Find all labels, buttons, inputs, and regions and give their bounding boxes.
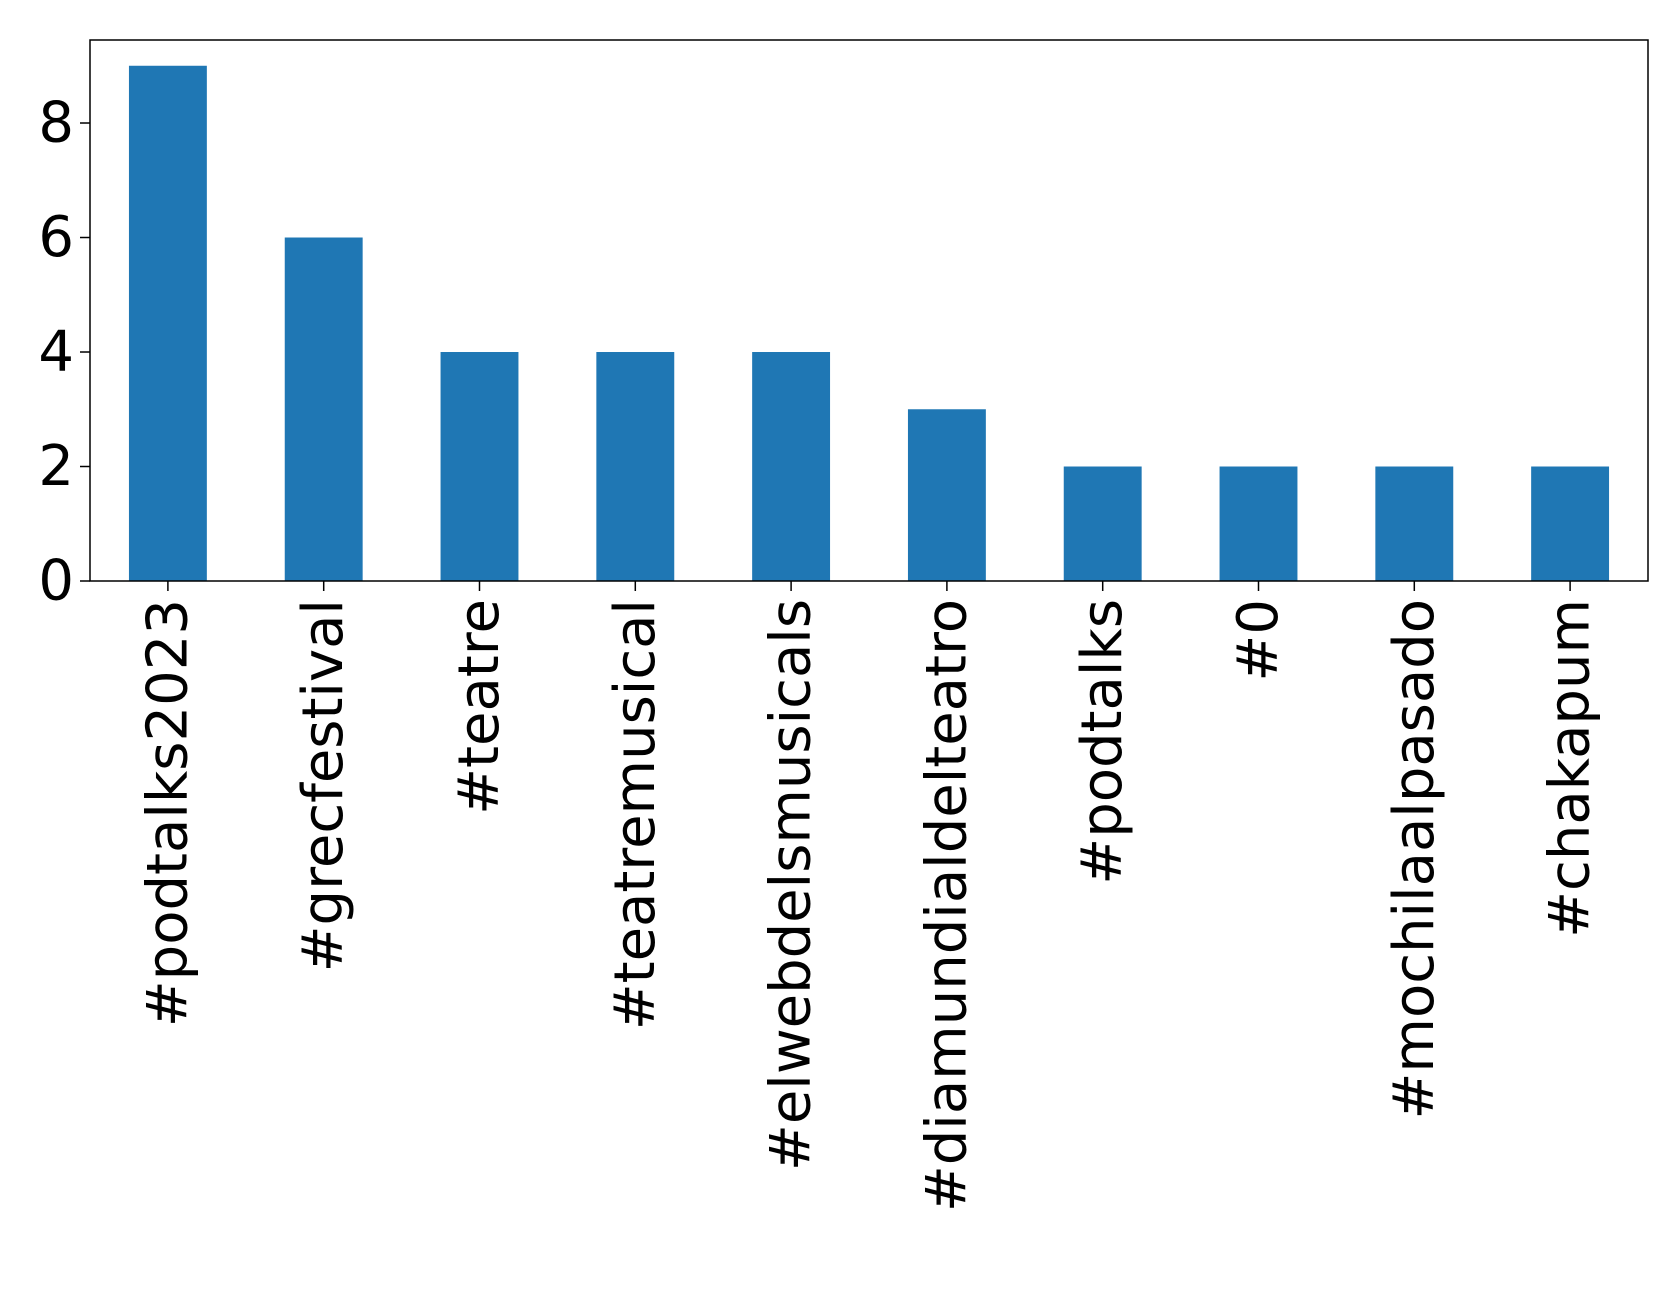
bar-5 <box>907 409 986 581</box>
x-tick-label: #teatremusical <box>603 599 668 1030</box>
bar-8 <box>1375 466 1454 581</box>
x-tick-label: #0 <box>1226 599 1291 682</box>
bar-9 <box>1531 466 1610 581</box>
y-tick-label: 2 <box>38 434 74 499</box>
bar-4 <box>752 352 831 581</box>
y-tick-label: 6 <box>38 205 74 270</box>
y-tick-label: 0 <box>38 549 74 614</box>
bar-0 <box>128 65 207 581</box>
bar-7 <box>1219 466 1298 581</box>
x-tick-label: #chakapum <box>1538 599 1603 938</box>
x-tick-label: #mochilaalpasado <box>1382 599 1447 1120</box>
bar-3 <box>596 352 675 581</box>
x-tick-label: #podtalks2023 <box>135 599 200 1027</box>
bar-1 <box>284 237 363 581</box>
x-tick-label: #grecfestival <box>291 599 356 972</box>
x-tick-label: #podtalks <box>1070 599 1135 885</box>
bar-6 <box>1063 466 1142 581</box>
bar-2 <box>440 352 519 581</box>
bars-group <box>128 65 1610 581</box>
y-tick-label: 4 <box>38 320 74 385</box>
x-axis-ticks: #podtalks2023 #grecfestival #teatre #teatre… <box>135 581 1603 1212</box>
y-tick-label: 8 <box>38 91 74 156</box>
x-tick-label: #teatre <box>447 599 512 815</box>
y-axis-ticks: 0 2 4 6 8 <box>38 91 90 614</box>
x-tick-label: #elwebdelsmusicals <box>759 599 824 1171</box>
x-tick-label: #diamundialdelteatro <box>914 599 979 1212</box>
plot-frame <box>89 39 1649 582</box>
